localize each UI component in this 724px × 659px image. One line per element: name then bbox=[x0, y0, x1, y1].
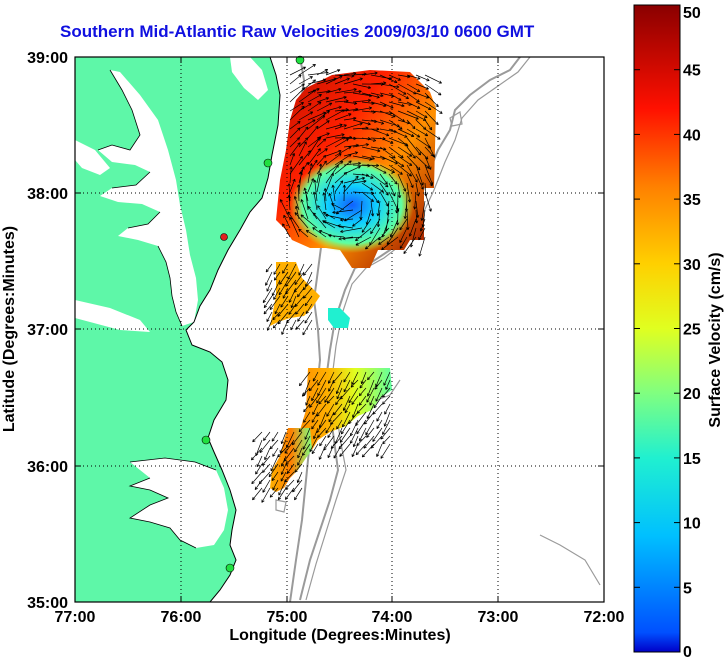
x-tick-label: 77:00 bbox=[55, 609, 96, 626]
radar-station-marker bbox=[225, 563, 235, 573]
isobath-contour bbox=[275, 111, 463, 513]
colorbar-tick-label: 20 bbox=[683, 386, 701, 403]
velocity-eddy bbox=[290, 157, 414, 253]
x-tick-label: 75:00 bbox=[267, 609, 308, 626]
bay-inlet bbox=[75, 140, 110, 175]
velocity-arrows bbox=[250, 63, 443, 503]
colorbar bbox=[633, 4, 681, 653]
chesapeake-bay bbox=[98, 70, 198, 326]
colorbar-tick-label: 45 bbox=[683, 63, 701, 80]
y-axis-label: Latitude (Degrees:Minutes) bbox=[1, 226, 18, 432]
x-tick-label: 74:00 bbox=[372, 609, 413, 626]
radar-station-marker bbox=[201, 435, 211, 445]
colorbar-tick-label: 0 bbox=[683, 644, 692, 659]
pamlico-sound bbox=[130, 458, 228, 548]
colorbar-tick-label: 50 bbox=[683, 5, 701, 22]
map-grid bbox=[75, 57, 604, 602]
radar-station-marker bbox=[295, 55, 305, 65]
velocity-field-patch bbox=[300, 368, 392, 450]
map-title: Southern Mid-Atlantic Raw Velocities 200… bbox=[60, 22, 535, 41]
x-tick-label: 76:00 bbox=[161, 609, 202, 626]
y-tick-label: 35:00 bbox=[27, 595, 68, 612]
y-tick-label: 38:00 bbox=[27, 186, 68, 203]
radar-station-marker bbox=[263, 158, 273, 168]
velocity-field-patch bbox=[270, 428, 312, 492]
y-tick-label: 39:00 bbox=[27, 50, 68, 67]
colorbar-tick-label: 35 bbox=[683, 192, 701, 209]
velocity-field-patch bbox=[270, 262, 320, 326]
bay-inlet bbox=[75, 300, 150, 332]
x-axis-label: Longitude (Degrees:Minutes) bbox=[229, 627, 450, 644]
colorbar-tick-label: 30 bbox=[683, 257, 701, 274]
velocity-field-patch bbox=[328, 308, 350, 328]
coastline bbox=[185, 57, 281, 602]
colorbar-tick-label: 10 bbox=[683, 516, 701, 533]
y-tick-label: 37:00 bbox=[27, 322, 68, 339]
velocity-vectors bbox=[250, 63, 443, 503]
y-tick-label: 36:00 bbox=[27, 459, 68, 476]
colorbar-tick-label: 25 bbox=[683, 322, 701, 339]
colorbar-tick-label: 15 bbox=[683, 451, 701, 468]
colorbar-tick-label: 40 bbox=[683, 127, 701, 144]
inland-shoreline bbox=[97, 69, 217, 549]
radar-station-marker bbox=[220, 233, 228, 241]
x-tick-label: 73:00 bbox=[478, 609, 519, 626]
tick-marks bbox=[75, 57, 604, 602]
delaware-bay bbox=[230, 57, 268, 100]
x-tick-label: 72:00 bbox=[584, 609, 625, 626]
colorbar-tick-label: 5 bbox=[683, 580, 692, 597]
colorbar-label: Surface Velocity (cm/s) bbox=[707, 252, 724, 427]
